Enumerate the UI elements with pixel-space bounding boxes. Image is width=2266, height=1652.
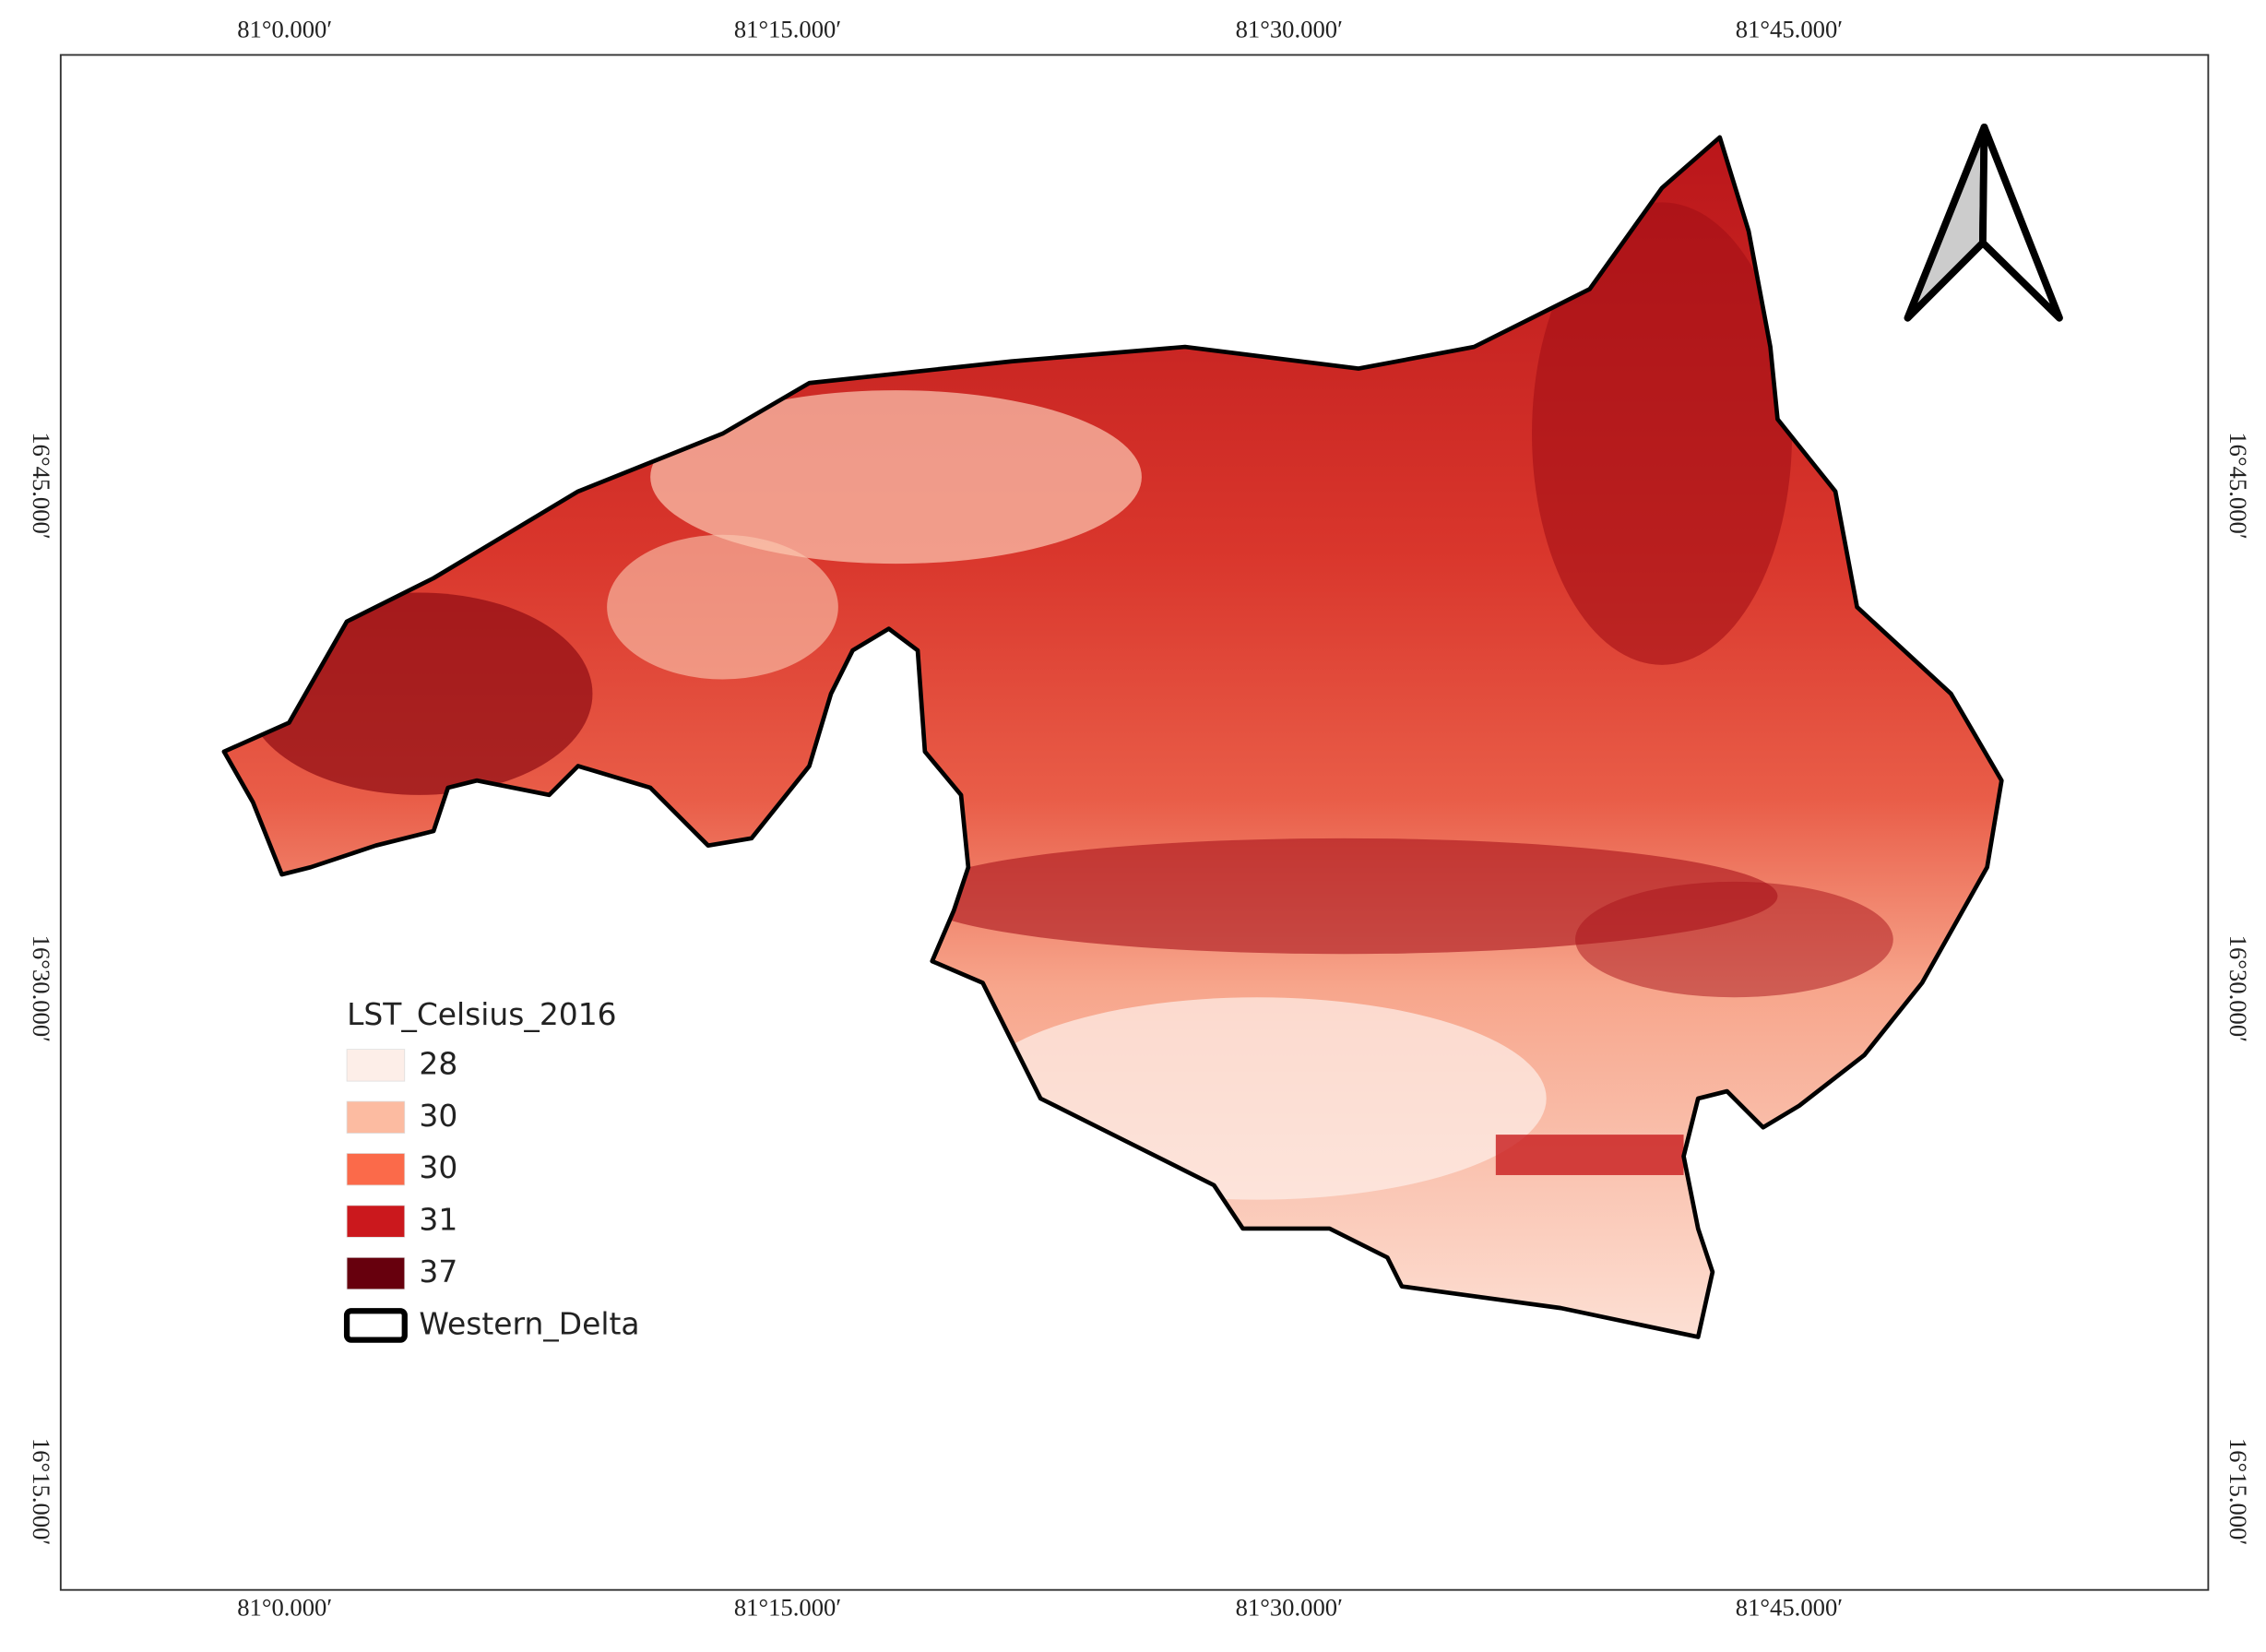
hot-zone [1575,881,1893,998]
latitude-label: 16°15.000′ [28,1438,55,1545]
hot-zone [910,838,1778,955]
latitude-label: 16°45.000′ [28,432,55,539]
legend-swatch [346,1256,406,1290]
longitude-label: 81°15.000′ [734,16,841,43]
hot-zone [245,592,593,795]
legend-label: Western_Delta [419,1305,639,1341]
cool-zone [650,390,1142,565]
legend-swatch [346,1153,406,1186]
latitude-label: 16°30.000′ [28,935,55,1042]
legend-label: 30 [419,1149,457,1185]
longitude-label: 81°15.000′ [734,1594,841,1622]
latitude-label: 16°30.000′ [2224,935,2252,1042]
longitude-label: 81°45.000′ [1736,1594,1843,1622]
western-delta-boundary [221,135,2004,1339]
legend-title: LST_Celsius_2016 [347,996,616,1032]
legend-label: 37 [419,1254,457,1290]
frame [59,53,2210,1591]
legend-boundary-swatch [343,1308,408,1343]
cool-zone [967,997,1547,1200]
longitude-label: 81°45.000′ [1736,16,1843,43]
longitude-label: 81°30.000′ [1236,1594,1343,1622]
cool-zone [607,534,838,680]
map-frame: 81°0.000′ 81°15.000′ 81°30.000′ 81°45.000′ 8… [28,16,2252,1622]
legend-swatch [346,1100,406,1134]
legend-swatch [346,1205,406,1238]
legend-label: 28 [419,1045,457,1081]
longitude-label: 81°0.000′ [237,16,332,43]
hot-zone [1532,202,1793,665]
legend-swatch [346,1049,406,1082]
latitude-label: 16°15.000′ [2224,1438,2252,1545]
longitude-label: 81°0.000′ [237,1594,332,1622]
longitude-label: 81°30.000′ [1236,16,1343,43]
latitude-label: 16°45.000′ [2224,432,2252,539]
legend-label: 30 [419,1098,457,1134]
hot-zone [1495,1135,1684,1175]
legend-label: 31 [419,1202,457,1238]
lst-raster [223,137,2002,1337]
north-arrow [1904,123,2063,322]
